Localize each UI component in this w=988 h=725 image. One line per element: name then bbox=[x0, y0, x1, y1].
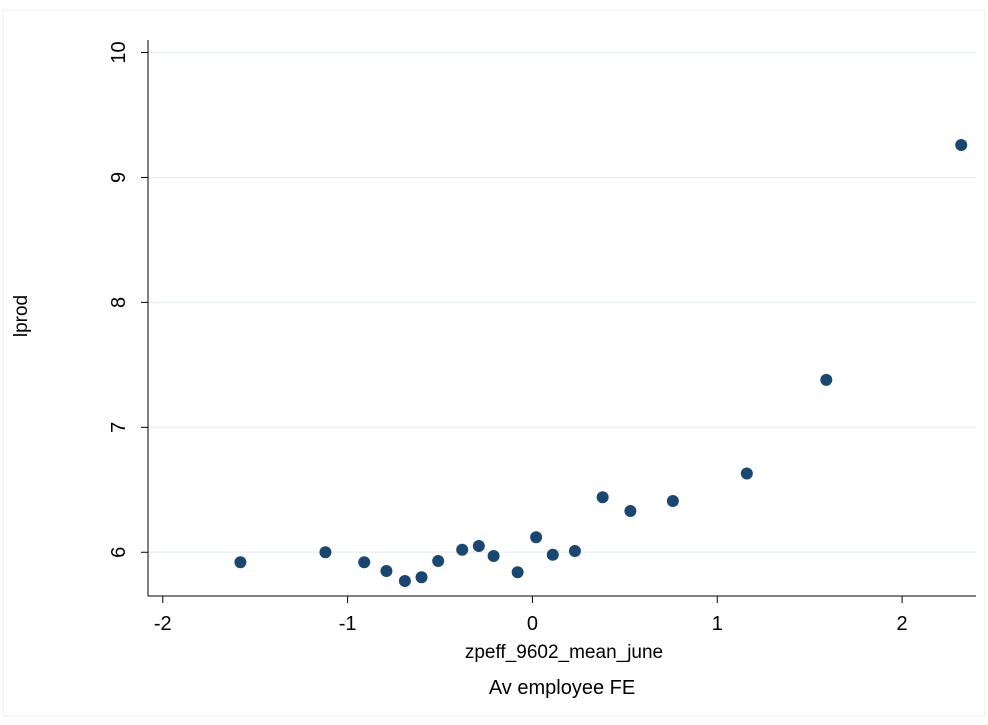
data-point bbox=[234, 556, 247, 569]
x-ticks: -2 -1 0 1 2 bbox=[154, 596, 908, 635]
outer-frame bbox=[2, 9, 986, 717]
data-points bbox=[234, 138, 968, 588]
data-point bbox=[319, 546, 332, 559]
data-point bbox=[432, 555, 445, 568]
data-point bbox=[472, 540, 485, 553]
data-point bbox=[820, 373, 833, 386]
y-tick-label: 8 bbox=[108, 297, 130, 308]
data-point bbox=[596, 491, 609, 504]
x-tick-label: 1 bbox=[712, 613, 723, 635]
y-axis-title: lprod bbox=[11, 295, 32, 337]
x-tick-label: -1 bbox=[339, 613, 357, 635]
data-point bbox=[415, 571, 428, 584]
gridlines bbox=[148, 51, 976, 554]
data-point bbox=[358, 556, 371, 569]
y-tick-label: 9 bbox=[108, 172, 130, 183]
x-tick-label: 2 bbox=[897, 613, 908, 635]
y-tick-label: 6 bbox=[108, 547, 130, 558]
data-point bbox=[456, 543, 469, 556]
data-point bbox=[624, 505, 637, 518]
data-point bbox=[487, 550, 500, 563]
x-tick-label: 0 bbox=[527, 613, 538, 635]
data-point bbox=[546, 548, 559, 561]
x-axis-note: Av employee FE bbox=[489, 677, 635, 699]
data-point bbox=[398, 575, 411, 588]
data-point bbox=[511, 566, 524, 579]
data-point bbox=[740, 467, 753, 480]
axes bbox=[147, 40, 976, 597]
x-tick-label: -2 bbox=[154, 613, 172, 635]
data-point bbox=[666, 495, 679, 508]
data-point bbox=[530, 531, 543, 544]
y-ticks: 6 7 8 9 10 bbox=[108, 41, 148, 558]
y-tick-label: 10 bbox=[108, 41, 130, 63]
data-point bbox=[380, 565, 393, 578]
data-point bbox=[568, 545, 581, 558]
x-axis-title: zpeff_9602_mean_june bbox=[465, 642, 663, 663]
data-point bbox=[955, 138, 968, 151]
y-tick-label: 7 bbox=[108, 422, 130, 433]
